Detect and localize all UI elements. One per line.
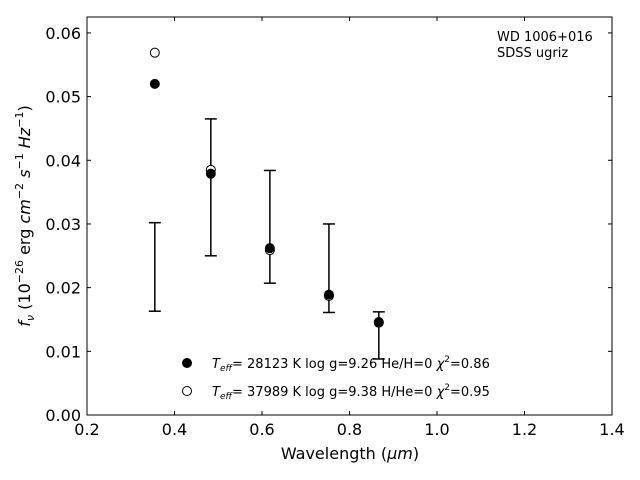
legend-entry-2: Teff= 37989 K log g=9.38 H/He=0 χ2=0.95 [212,383,490,402]
legend: Teff= 28123 K log g=9.26 He/H=0 χ2=0.86 … [182,355,490,402]
legend-entry-1: Teff= 28123 K log g=9.26 He/H=0 χ2=0.86 [212,355,490,374]
plot-frame [86,16,613,416]
plot-border [86,16,613,416]
y-tick-label: 0.02 [45,279,81,298]
x-tick-label: 0.2 [74,420,99,439]
y-tick-label: 0.04 [45,151,81,170]
y-tick-label: 0.01 [45,342,81,361]
annotation-survey: SDSS ugriz [497,46,568,61]
point-filled [264,243,275,254]
y-tick-label: 0.06 [45,24,81,43]
legend-marker-filled [182,358,192,368]
error-bars [148,118,385,360]
y-tick-label: 0.00 [45,406,81,425]
y-tick-label: 0.03 [45,215,81,234]
point-filled [373,317,384,328]
point-filled [205,168,216,179]
x-tick-label: 1.2 [512,420,537,439]
x-tick-label: 0.6 [249,420,274,439]
point-filled [323,289,334,300]
y-tick-label: 0.05 [45,88,81,107]
x-tick-label: 1.4 [599,420,624,439]
annotation-object-name: WD 1006+016 [497,30,593,45]
y-axis-label: fν (10−26 erg cm−2 s−1 Hz−1) [13,105,37,326]
x-tick-label: 0.8 [337,420,362,439]
point-open [149,47,160,58]
point-filled [149,78,160,89]
axis-ticks: 0.2 0.4 0.6 0.8 1.0 1.2 1.4 0.00 0.01 0.02 0.03 0.0… [45,17,625,439]
data-points [149,47,384,328]
x-axis-label: Wavelength (μm) [281,444,419,463]
x-tick-label: 1.0 [424,420,449,439]
legend-marker-open [182,386,192,396]
x-tick-label: 0.4 [162,420,187,439]
